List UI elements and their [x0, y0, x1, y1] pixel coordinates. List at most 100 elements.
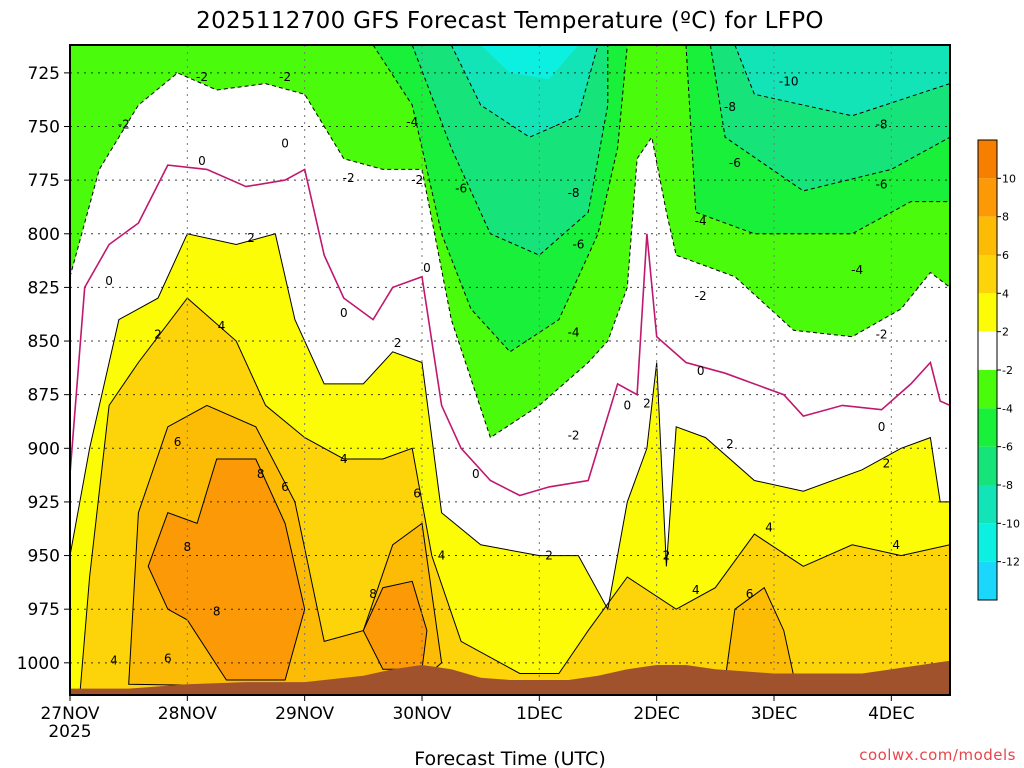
contour-label: 8	[213, 604, 221, 618]
colorbar-swatch	[978, 140, 997, 179]
warm-region-8-to-10-b	[363, 581, 427, 670]
contour-label: 6	[746, 587, 754, 601]
contour-label: -4	[695, 214, 707, 228]
y-tick-label: 950	[28, 547, 60, 567]
y-tick-label: 975	[28, 600, 60, 620]
colorbar-swatch	[978, 178, 997, 217]
contour-label: -6	[876, 177, 888, 191]
warm-region-6-to-8-east	[725, 587, 794, 680]
zero-isotherm-line	[70, 164, 950, 497]
colorbar-swatch	[978, 216, 997, 255]
y-tick-label: 825	[28, 278, 60, 298]
contour-label: 4	[218, 319, 226, 333]
contour-label: 0	[105, 274, 113, 288]
contour-label: -4	[851, 263, 863, 277]
contour-label: 2	[883, 456, 891, 470]
contour-label: 6	[281, 480, 289, 494]
contour-label: -2	[695, 289, 707, 303]
y-tick-label: 800	[28, 225, 60, 245]
cold-contour-line	[450, 45, 599, 138]
x-tick-label: 1DEC	[516, 704, 563, 724]
contour-label: -4	[406, 115, 418, 129]
contour-label: 0	[697, 364, 705, 378]
contour-label: -6	[455, 182, 467, 196]
colorbar-swatch	[978, 523, 997, 562]
warm-contour-line	[70, 233, 950, 611]
colorbar-tick-label: -4	[1002, 402, 1013, 415]
contour-label: 2	[247, 231, 255, 245]
contour-label: 8	[184, 540, 192, 554]
contour-label: 4	[765, 521, 773, 535]
colorbar-swatch	[978, 255, 997, 294]
contour-label: 4	[892, 538, 900, 552]
contour-label: 2	[726, 437, 734, 451]
colorbar-swatch	[978, 485, 997, 524]
contour-label: -6	[729, 156, 741, 170]
x-tick-label: 29NOV	[275, 704, 334, 724]
contour-label: -10	[779, 74, 799, 88]
colorbar-tick-label: -12	[1002, 556, 1020, 569]
near-zero-region	[70, 72, 950, 610]
contour-label: 0	[472, 467, 480, 481]
contour-label: -2	[568, 428, 580, 442]
y-tick-label: 875	[28, 386, 60, 406]
colorbar: 10 8 6 4 2 -2 -4 -6 -8 -10 -12	[977, 139, 1020, 601]
contour-label: 2	[154, 328, 162, 342]
contour-label: -2	[118, 117, 130, 131]
x-tick-label: 2DEC	[633, 704, 680, 724]
cold-contour-line	[70, 72, 950, 439]
contour-label: -8	[568, 186, 580, 200]
contour-label: -8	[876, 117, 888, 131]
contour-label: 0	[624, 398, 632, 412]
contour-label: 6	[164, 652, 172, 666]
contour-label: 4	[438, 549, 446, 563]
cold-contour-line	[734, 45, 950, 117]
warm-contour-line	[79, 297, 950, 695]
x-tick-label: 3DEC	[751, 704, 798, 724]
contour-label: -6	[572, 238, 584, 252]
colorbar-tick-label: 4	[1002, 287, 1009, 300]
warm-contour-line	[147, 458, 306, 681]
contour-label: -2	[411, 173, 423, 187]
colorbar-tick-label: -2	[1002, 364, 1013, 377]
warm-contour-line	[362, 580, 428, 670]
y-tick-label: 750	[28, 118, 60, 138]
contour-label: 2	[663, 549, 671, 563]
colorbar-swatch	[978, 293, 997, 332]
x-tick-label: 30NOV	[392, 704, 451, 724]
colorbar-tick-label: 6	[1002, 249, 1009, 262]
contour-label: 0	[198, 154, 206, 168]
colorbar-tick-label: -6	[1002, 441, 1013, 454]
y-tick-label: 850	[28, 332, 60, 352]
colorbar-swatch	[978, 446, 997, 485]
contour-label: 6	[174, 435, 182, 449]
contour-label: -4	[568, 325, 580, 339]
y-tick-label: 925	[28, 493, 60, 513]
x-axis-label: Forecast Time (UTC)	[414, 748, 605, 768]
cold-region-minus10-to-minus12	[480, 45, 579, 80]
warm-region-8-to-10	[148, 459, 305, 680]
contour-label: 0	[281, 137, 289, 151]
cold-contour-line	[372, 45, 628, 353]
contour-label: 6	[413, 486, 421, 500]
colorbar-swatch	[978, 331, 997, 370]
colorbar-swatch	[978, 370, 997, 409]
contour-label: 8	[257, 467, 265, 481]
contour-label: 2	[545, 549, 553, 563]
contour-label: 4	[110, 654, 118, 668]
y-tick-label: 725	[28, 64, 60, 84]
colorbar-tick-label: 2	[1002, 326, 1009, 339]
colorbar-tick-label: -10	[1002, 517, 1020, 530]
ground-surface	[70, 660, 950, 695]
x-tick-label: 4DEC	[868, 704, 915, 724]
colorbar-tick-label: -8	[1002, 479, 1013, 492]
colorbar-tick-label: 8	[1002, 211, 1009, 224]
y-tick-label: 900	[28, 439, 60, 459]
plot-area: -2 -2 -2 -4 -2 -2 -6 -8 -6 -10 -8 -8 -6 -6 -4 -4 -4 -2 -2 -…	[70, 45, 950, 695]
y-tick-label: 1000	[17, 654, 60, 674]
contour-label: -2	[196, 70, 208, 84]
colorbar-tick-label: 10	[1002, 172, 1016, 185]
contour-label: 4	[340, 452, 348, 466]
credit-text: coolwx.com/models	[859, 746, 1016, 764]
